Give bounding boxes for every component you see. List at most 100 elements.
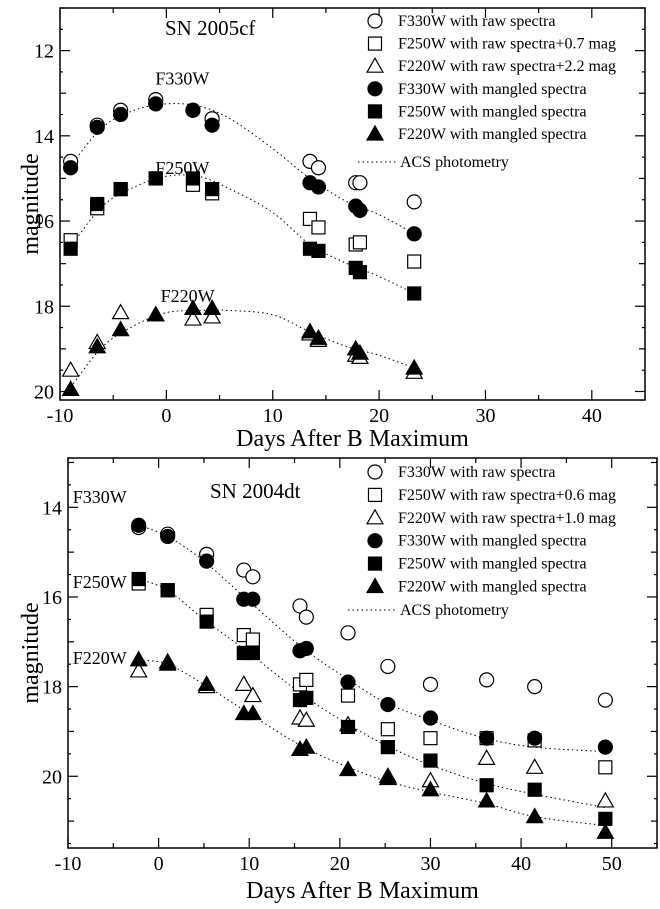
data-point-circle-filled xyxy=(352,202,368,218)
data-point-circle-open xyxy=(245,569,261,585)
data-point-square-open xyxy=(598,760,613,775)
data-point-square-open xyxy=(380,722,395,737)
y-tick-label: 16 xyxy=(42,587,62,609)
legend-entry: F330W with raw spectra xyxy=(367,13,555,30)
y-axis: 14 16 18 20 xyxy=(42,461,657,845)
data-point-triangle-filled xyxy=(350,343,369,360)
data-point-triangle-filled xyxy=(243,704,262,721)
data-point-triangle-open xyxy=(203,307,222,324)
data-point-square-filled xyxy=(407,286,422,301)
data-point-circle-filled xyxy=(406,226,422,242)
data-point-circle-open xyxy=(422,676,439,692)
data-point-circle-open xyxy=(292,598,308,614)
legend: F330W with raw spectra F250W with raw spe… xyxy=(358,13,616,171)
legend-entry: F330W with mangled spectra xyxy=(367,81,587,98)
legend-entry: F330W with raw spectra xyxy=(367,464,555,481)
legend-marker-circle-filled xyxy=(367,533,383,549)
legend-entry: F220W with mangled spectra xyxy=(365,124,587,143)
data-point-triangle-filled xyxy=(203,299,222,315)
data-point-triangle-open xyxy=(297,711,316,727)
data-point-triangle-open xyxy=(596,791,615,808)
data-point-square-filled xyxy=(340,719,356,735)
data-point-triangle-filled xyxy=(309,329,328,345)
data-point-circle-filled xyxy=(298,640,314,657)
data-point-triangle-filled xyxy=(197,675,216,691)
y-tick-label: 16 xyxy=(34,211,54,233)
data-point-square-filled xyxy=(199,614,214,629)
data-point-circle-filled xyxy=(113,106,129,123)
legend-entry: F250W with mangled spectra xyxy=(367,103,587,120)
data-point-triangle-open xyxy=(525,758,544,774)
data-point-square-filled xyxy=(311,243,326,258)
data-point-triangle-filled xyxy=(421,780,440,797)
data-point-square-filled xyxy=(245,645,260,661)
data-point-square-filled xyxy=(299,690,314,705)
data-point-triangle-filled xyxy=(111,320,130,337)
x-tick-label: -10 xyxy=(47,405,74,427)
legend-marker-square-open xyxy=(367,487,383,502)
legend-entry: F220W with mangled spectra xyxy=(365,577,587,596)
data-point-square-open xyxy=(311,220,326,235)
data-point-circle-filled xyxy=(199,553,215,569)
data-point-circle-open xyxy=(352,175,368,191)
legend-label: F250W with mangled spectra xyxy=(398,556,587,573)
legend-label: F220W with raw spectra+2.2 mag xyxy=(398,58,616,75)
data-point-square-filled xyxy=(352,265,368,280)
data-point-triangle-open xyxy=(183,309,202,326)
y-tick-label: 20 xyxy=(34,381,54,403)
data-point-circle-filled xyxy=(204,117,220,133)
data-point-circle-open xyxy=(298,609,314,625)
x-tick-label: 30 xyxy=(420,853,440,875)
data-point-square-open xyxy=(299,672,314,687)
chart-title: SN 2004dt xyxy=(210,479,301,503)
x-tick-label: 40 xyxy=(511,853,531,875)
data-point-circle-open xyxy=(597,692,613,708)
plot-frame xyxy=(59,7,646,401)
data-point-square-filled xyxy=(90,196,105,212)
data-point-circle-filled xyxy=(340,674,356,690)
chart-title: SN 2005cf xyxy=(165,16,255,40)
legend-label: F220W with raw spectra+1.0 mag xyxy=(398,510,616,527)
data-point-square-filled xyxy=(131,571,146,587)
y-axis: 12 14 16 18 20 xyxy=(34,7,645,403)
legend-label: F250W with raw spectra+0.7 mag xyxy=(398,36,616,53)
data-point-circle-filled xyxy=(422,710,439,726)
legend-marker-square-filled xyxy=(367,104,383,119)
data-point-circle-open xyxy=(527,679,543,695)
data-point-circle-filled xyxy=(185,102,201,118)
plot-frame xyxy=(67,457,658,849)
data-point-triangle-filled xyxy=(88,337,107,354)
x-tick-label: 30 xyxy=(475,405,495,427)
data-point-square-filled xyxy=(380,740,395,755)
data-point-triangle-open xyxy=(111,303,130,320)
legend-marker-square-filled xyxy=(367,556,383,571)
x-tick-label: 0 xyxy=(154,853,164,875)
data-point-triangle-filled xyxy=(297,737,316,754)
data-point-triangle-open xyxy=(234,675,253,691)
data-markers xyxy=(129,517,615,839)
legend-label-acs: ACS photometry xyxy=(400,154,509,171)
acs-photometry-curve xyxy=(70,103,415,235)
data-point-triangle-open xyxy=(61,360,80,377)
data-point-square-filled xyxy=(113,181,128,197)
legend-label: F330W with raw spectra xyxy=(398,13,555,30)
data-point-triangle-filled xyxy=(300,322,319,339)
legend-entry-acs: ACS photometry xyxy=(358,154,509,171)
data-point-triangle-filled xyxy=(477,791,496,808)
y-tick-label: 14 xyxy=(42,497,62,519)
y-axis-title: magnitude xyxy=(18,153,44,254)
data-point-circle-open xyxy=(479,672,495,688)
x-axis: -10 0 10 20 30 40 xyxy=(47,8,646,427)
legend-label: F220W with mangled spectra xyxy=(398,579,587,596)
data-point-circle-filled xyxy=(597,739,613,755)
band-labels: F330W F250W F220W xyxy=(73,487,127,668)
data-point-square-open xyxy=(352,235,368,250)
data-point-triangle-open xyxy=(243,686,262,703)
data-point-circle-filled xyxy=(245,591,261,607)
acs-photometry-curve xyxy=(138,659,606,827)
x-tick-label: 50 xyxy=(602,853,622,875)
data-point-triangle-filled xyxy=(129,650,148,667)
legend-label-acs: ACS photometry xyxy=(400,602,509,619)
